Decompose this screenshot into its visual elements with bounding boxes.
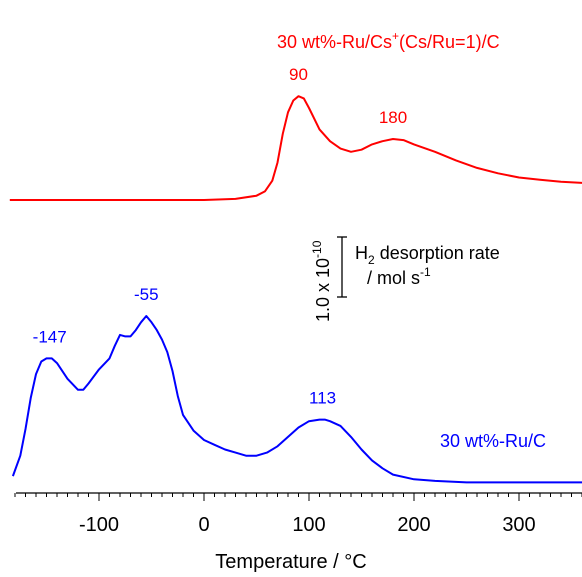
peak-label: -147	[33, 327, 67, 346]
scale-bar: 1.0 x 10-10 H2 desorption rate / mol s-1	[310, 236, 500, 322]
x-tick-label: 0	[198, 514, 209, 536]
x-tick-label: -100	[79, 514, 119, 536]
x-axis-label: Temperature / °C	[215, 551, 366, 573]
peak-label: -55	[134, 285, 159, 304]
x-tick-label: 200	[397, 514, 430, 536]
series-line-1	[11, 315, 582, 484]
series-line-0	[9, 95, 582, 201]
peak-label: 180	[379, 108, 407, 127]
peak-label: 113	[309, 389, 336, 408]
x-axis: -100 0 100 200 300	[14, 492, 582, 536]
peak-labels-layer: 90 180 -147 -55 113	[33, 65, 408, 407]
scale-bar-quantity: H2 desorption rate	[355, 243, 500, 267]
scale-bar-unit: / mol s-1	[367, 265, 431, 288]
x-tick-label: 300	[502, 514, 535, 536]
series-label-ru-c: 30 wt%-Ru/C	[440, 431, 546, 451]
scale-bar-value: 1.0 x 10-10	[310, 240, 333, 322]
curves-layer	[9, 95, 582, 484]
series-label-ru-cs-c: 30 wt%-Ru/Cs+(Cs/Ru=1)/C	[277, 29, 500, 52]
x-tick-label: 100	[292, 514, 325, 536]
peak-label: 90	[289, 65, 308, 84]
